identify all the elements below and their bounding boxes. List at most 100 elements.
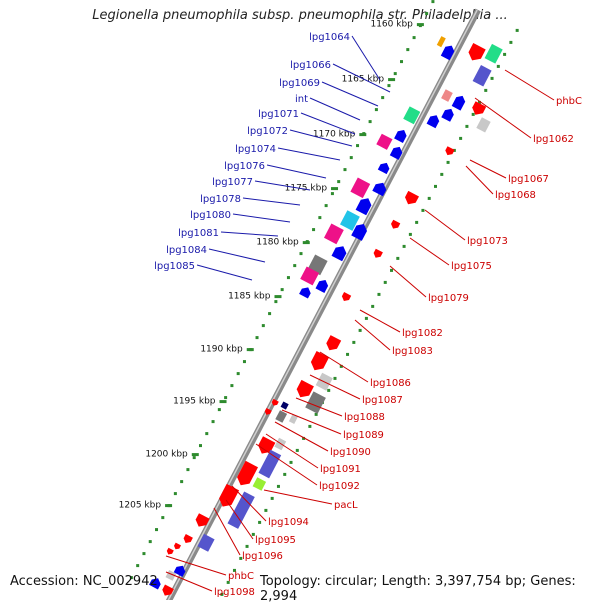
- leader-line: [504, 69, 555, 101]
- kbp-ticks: 1160 kbp 1165 kbp 1170 kbp 1175 kbp 1180 kbp…: [119, 20, 424, 511]
- gc-dot: [280, 288, 284, 292]
- gc-dot: [205, 432, 209, 436]
- leader-line: [208, 248, 266, 263]
- tick-label: 1160 kbp: [370, 20, 413, 30]
- gene-arrow: [350, 177, 371, 199]
- gene-arrow: [252, 477, 267, 491]
- gc-dot: [465, 124, 469, 128]
- gene-label-bottom: lpg1088: [344, 412, 385, 423]
- gene-arrow: [426, 115, 440, 129]
- gc-dot: [337, 180, 341, 184]
- tick-label: 1185 kbp: [228, 292, 271, 302]
- gc-dot: [318, 216, 322, 220]
- gene-arrow: [324, 223, 344, 245]
- gc-dot: [255, 336, 259, 340]
- leader-line: [265, 433, 319, 469]
- gc-dot: [374, 108, 378, 112]
- leader-line: [354, 319, 391, 351]
- gene-label-bottom: lpg1082: [402, 328, 443, 339]
- leader-line: [389, 265, 427, 298]
- gc-dot: [434, 184, 438, 188]
- gene-label-bottom: lpg1083: [392, 346, 433, 357]
- gene-arrow: [372, 182, 387, 197]
- gc-dot: [356, 144, 360, 148]
- gene-label-bottom: lpg1098: [214, 587, 255, 598]
- tick-mark: [388, 78, 396, 82]
- gc-dot: [220, 592, 224, 596]
- leader-line: [309, 97, 361, 121]
- gc-dot: [452, 148, 456, 152]
- leader-line: [465, 165, 494, 195]
- leader-line: [254, 180, 311, 191]
- leader-line: [289, 129, 353, 147]
- gene-label-bottom: phbC: [556, 96, 582, 107]
- gc-dot: [333, 376, 337, 380]
- gc-dot: [368, 120, 372, 124]
- gene-arrow: [258, 449, 282, 479]
- gene-label-top: lpg1076: [224, 161, 265, 172]
- leader-line: [255, 443, 318, 486]
- leader-line: [277, 147, 341, 161]
- gc-dot: [427, 196, 431, 200]
- gc-dot: [408, 232, 412, 236]
- gc-dot: [383, 280, 387, 284]
- gene-label-bottom: lpg1075: [451, 261, 492, 272]
- gene-arrow: [195, 513, 210, 527]
- gene-label-bottom: lpg1087: [362, 395, 403, 406]
- gc-dot: [440, 172, 444, 176]
- accession-text: Accession: NC_002942: [10, 574, 158, 589]
- gene-label-bottom: lpg1062: [533, 134, 574, 145]
- tick-mark: [416, 23, 424, 27]
- gc-dot: [396, 256, 400, 260]
- leader-line: [242, 197, 301, 206]
- gene-arrow: [310, 351, 329, 371]
- gene-arrow: [468, 43, 486, 61]
- gc-dot: [217, 408, 221, 412]
- leader-line: [409, 237, 450, 266]
- gene-label-bottom: pacL: [334, 500, 358, 511]
- gc-dot: [412, 36, 416, 40]
- tick-label: 1190 kbp: [200, 345, 243, 355]
- gene-arrow: [377, 162, 390, 175]
- gene-label-bottom: lpg1079: [428, 293, 469, 304]
- tick-mark: [165, 504, 173, 508]
- gc-dot: [258, 520, 262, 524]
- gc-dot: [242, 360, 246, 364]
- gc-dot: [431, 0, 435, 4]
- gene-arrow: [472, 65, 492, 87]
- gene-label-bottom: lpg1089: [343, 430, 384, 441]
- tick-label: 1200 kbp: [145, 450, 188, 460]
- gene-label-top: lpg1081: [178, 228, 219, 239]
- gene-arrow: [280, 401, 289, 410]
- leader-line: [351, 35, 381, 81]
- gene-arrow: [445, 146, 455, 156]
- gene-labels: lpg1064 lpg1066 lpg1069 int lpg1071 lpg1072 lp…: [154, 32, 582, 598]
- gc-dot: [496, 64, 500, 68]
- gene-arrow: [441, 108, 454, 122]
- gc-dot: [302, 436, 306, 440]
- gc-dot-tracks: [129, 0, 519, 596]
- gene-arrow: [275, 410, 288, 423]
- gene-label-top: lpg1084: [166, 245, 207, 256]
- gene-arrow: [355, 198, 372, 216]
- gc-dot: [314, 412, 318, 416]
- gene-arrow: [472, 101, 487, 115]
- tick-mark: [274, 295, 282, 299]
- gc-dot: [330, 192, 334, 196]
- gc-dot: [393, 72, 397, 76]
- gc-dot: [381, 96, 385, 100]
- gc-dot: [415, 220, 419, 224]
- gc-dot: [509, 40, 513, 44]
- leader-line: [263, 489, 333, 505]
- gc-dot: [173, 492, 177, 496]
- gc-dot: [268, 312, 272, 316]
- gc-dot: [276, 484, 280, 488]
- gene-arrow: [391, 219, 401, 229]
- gc-dot: [477, 100, 481, 104]
- leader-line: [321, 81, 379, 107]
- gc-dot: [286, 276, 290, 280]
- gc-dot: [283, 472, 287, 476]
- backbone-highlight: [167, 9, 478, 600]
- gc-dot: [161, 516, 165, 520]
